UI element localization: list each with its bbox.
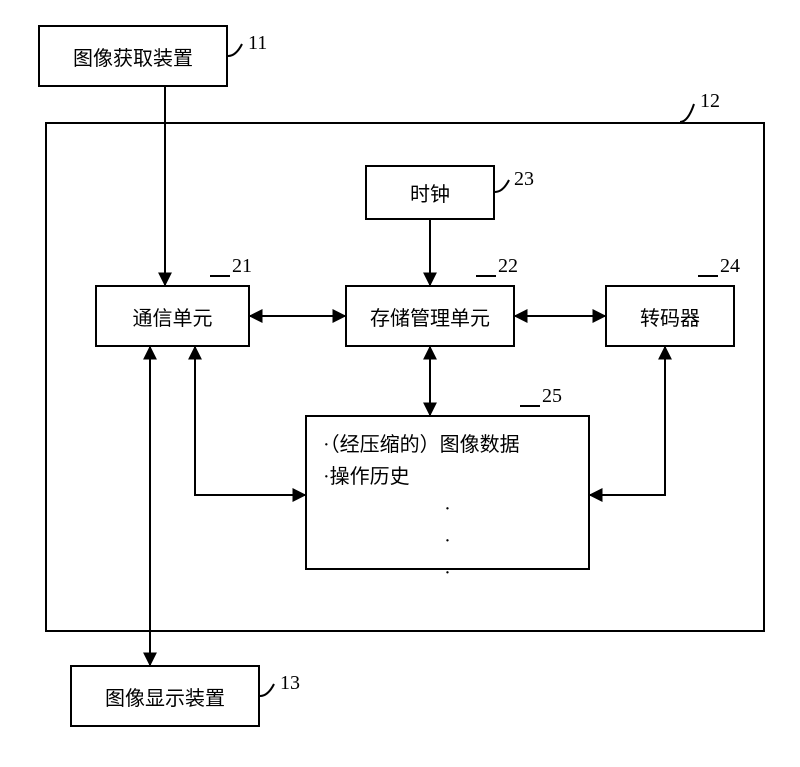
node-label: 图像显示装置 xyxy=(105,682,225,711)
leader-21 xyxy=(210,275,230,277)
leader-25 xyxy=(520,405,540,407)
node-label: 存储管理单元 xyxy=(370,302,490,331)
node-label: 通信单元 xyxy=(133,302,213,331)
node-label: 转码器 xyxy=(640,302,700,331)
ref-24: 24 xyxy=(720,255,740,278)
ref-21: 21 xyxy=(232,255,252,278)
leader-12 xyxy=(680,100,702,124)
leader-13 xyxy=(260,680,282,700)
ref-22: 22 xyxy=(498,255,518,278)
ref-23: 23 xyxy=(514,168,534,191)
storage-dots: ··· xyxy=(323,493,572,589)
ref-13: 13 xyxy=(280,672,300,695)
node-comm-unit: 通信单元 xyxy=(95,285,250,347)
storage-line-0: ·（经压缩的）图像数据 xyxy=(323,429,572,461)
node-storage: ·（经压缩的）图像数据 ·操作历史 ··· xyxy=(305,415,590,570)
ref-11: 11 xyxy=(248,32,267,55)
node-storage-mgmt: 存储管理单元 xyxy=(345,285,515,347)
node-image-display: 图像显示装置 xyxy=(70,665,260,727)
node-transcoder: 转码器 xyxy=(605,285,735,347)
leader-22 xyxy=(476,275,496,277)
node-image-acquisition: 图像获取装置 xyxy=(38,25,228,87)
leader-24 xyxy=(698,275,718,277)
ref-12: 12 xyxy=(700,90,720,113)
leader-11 xyxy=(228,40,250,60)
ref-25: 25 xyxy=(542,385,562,408)
storage-line-1: ·操作历史 xyxy=(323,461,572,493)
node-clock: 时钟 xyxy=(365,165,495,220)
node-label: 图像获取装置 xyxy=(73,42,193,71)
node-label: 时钟 xyxy=(410,178,450,207)
